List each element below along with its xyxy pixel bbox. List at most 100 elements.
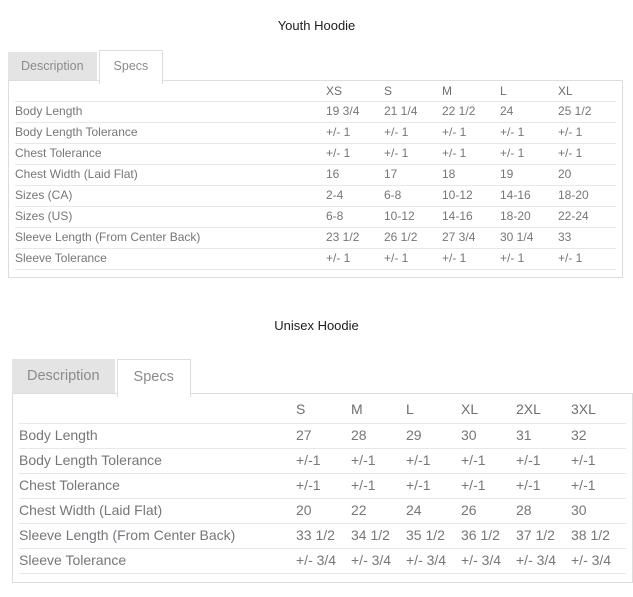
column-header-3xl: 3XL (571, 394, 626, 424)
spec-cell: +/- 1 (384, 248, 442, 270)
spec-cell: 24 (406, 498, 461, 524)
spec-cell: 21 1/4 (384, 101, 442, 123)
spec-cell: 37 1/2 (516, 523, 571, 549)
spec-cell: +/-1 (351, 448, 406, 474)
specs-panel: XS S M L XL Body Length 19 3/4 21 1/4 22 1/2 24 2… (8, 80, 623, 278)
spec-row: Sizes (US) 6-8 10-12 14-16 18-20 22-24 (15, 206, 616, 228)
spec-row-label: Sleeve Tolerance (15, 248, 326, 270)
section-youth-hoodie: Youth Hoodie Description Specs XS S M L XL Bo… (0, 19, 633, 278)
spec-row-label: Sizes (US) (15, 206, 326, 228)
spec-cell: +/- 1 (442, 248, 500, 270)
spec-cell: 22-24 (558, 206, 616, 228)
table-head: XS S M L XL (15, 81, 616, 102)
spec-cell: +/- 1 (326, 143, 384, 165)
spec-cell: +/- 1 (500, 248, 558, 270)
column-header-2xl: 2XL (516, 394, 571, 424)
spec-cell: +/- 3/4 (406, 548, 461, 574)
spec-cell: 38 1/2 (571, 523, 626, 549)
spec-cell: 2-4 (326, 185, 384, 207)
spec-cell: 22 1/2 (442, 101, 500, 123)
spec-row: Chest Width (Laid Flat) 20 22 24 26 28 30 (19, 498, 626, 524)
spec-cell: 26 1/2 (384, 227, 442, 249)
spec-cell: 30 (461, 423, 516, 449)
section-title: Youth Hoodie (277, 18, 356, 33)
spec-row: Body Length 27 28 29 30 31 32 (19, 423, 626, 449)
spec-row-label: Body Length (15, 101, 326, 123)
spec-cell: 36 1/2 (461, 523, 516, 549)
spec-cell: 16 (326, 164, 384, 186)
section-title: Unisex Hoodie (274, 318, 359, 333)
spec-row: Chest Tolerance +/- 1 +/- 1 +/- 1 +/- 1 +/- 1 (15, 143, 616, 165)
table-body: Body Length 27 28 29 30 31 32 Body Length Toler… (19, 423, 626, 574)
spec-cell: +/-1 (406, 473, 461, 499)
tab-specs[interactable]: Specs (98, 50, 164, 84)
spec-cell: 28 (516, 498, 571, 524)
spec-cell: 30 1/4 (500, 227, 558, 249)
spec-cell: 18-20 (558, 185, 616, 207)
spec-cell: 6-8 (326, 206, 384, 228)
spec-cell: +/-1 (461, 473, 516, 499)
spec-cell: 27 3/4 (442, 227, 500, 249)
spec-cell: 32 (571, 423, 626, 449)
spec-cell: 25 1/2 (558, 101, 616, 123)
header-row: XS S M L XL (15, 81, 616, 102)
spec-row-label: Chest Tolerance (15, 143, 326, 165)
spec-row: Sleeve Tolerance +/- 1 +/- 1 +/- 1 +/- 1 +/- … (15, 248, 616, 270)
tab-specs[interactable]: Specs (116, 359, 191, 397)
specs-table: XS S M L XL Body Length 19 3/4 21 1/4 22 1/2 24 2… (15, 81, 616, 270)
column-header-s: S (384, 81, 442, 102)
spec-row: Sizes (CA) 2-4 6-8 10-12 14-16 18-20 (15, 185, 616, 207)
spec-cell: +/- 1 (558, 143, 616, 165)
spec-cell: 30 (571, 498, 626, 524)
spec-cell: 35 1/2 (406, 523, 461, 549)
spec-cell: +/-1 (461, 448, 516, 474)
column-header-m: M (351, 394, 406, 424)
header-row: S M L XL 2XL 3XL (19, 394, 626, 424)
spec-row-label: Body Length Tolerance (15, 122, 326, 144)
spec-row-label: Sleeve Length (From Center Back) (15, 227, 326, 249)
table-head: S M L XL 2XL 3XL (19, 394, 626, 424)
spec-cell: +/- 3/4 (516, 548, 571, 574)
spec-cell: +/- 3/4 (571, 548, 626, 574)
spec-cell: 29 (406, 423, 461, 449)
tab-description[interactable]: Description (12, 359, 115, 393)
spec-cell: +/- 1 (558, 248, 616, 270)
spec-cell: +/- 1 (558, 122, 616, 144)
table-body: Body Length 19 3/4 21 1/4 22 1/2 24 25 1/2 Bod… (15, 101, 616, 270)
spec-row: Sleeve Length (From Center Back) 33 1/2 34… (19, 523, 626, 549)
spec-cell: 28 (351, 423, 406, 449)
column-header-xl: XL (461, 394, 516, 424)
column-header-l: L (406, 394, 461, 424)
spec-row: Body Length Tolerance +/-1 +/-1 +/-1 +/-1 +/-… (19, 448, 626, 474)
spec-row-label: Chest Tolerance (19, 473, 296, 499)
spec-cell: 24 (500, 101, 558, 123)
spec-cell: 18-20 (500, 206, 558, 228)
tab-description[interactable]: Description (8, 52, 97, 80)
spec-cell: +/- 1 (442, 122, 500, 144)
spec-row-label: Sleeve Tolerance (19, 548, 296, 574)
header-spacer (15, 81, 326, 102)
spec-cell: +/- 1 (384, 122, 442, 144)
spec-cell: +/-1 (571, 448, 626, 474)
spec-row-label: Body Length Tolerance (19, 448, 296, 474)
specs-panel: S M L XL 2XL 3XL Body Length 27 28 29 30 31 32 Body … (12, 393, 633, 583)
spec-row-label: Chest Width (Laid Flat) (15, 164, 326, 186)
spec-cell: +/-1 (296, 448, 351, 474)
spec-row: Chest Tolerance +/-1 +/-1 +/-1 +/-1 +/-1 +/-1 (19, 473, 626, 499)
spec-cell: +/- 3/4 (351, 548, 406, 574)
spec-cell: 18 (442, 164, 500, 186)
spec-cell: 34 1/2 (351, 523, 406, 549)
spec-row: Body Length Tolerance +/- 1 +/- 1 +/- 1 +/- … (15, 122, 616, 144)
spec-cell: 14-16 (500, 185, 558, 207)
spec-cell: 26 (461, 498, 516, 524)
spec-cell: 27 (296, 423, 351, 449)
spec-cell: 6-8 (384, 185, 442, 207)
column-header-xs: XS (326, 81, 384, 102)
spec-cell: +/- 3/4 (296, 548, 351, 574)
spec-cell: 19 (500, 164, 558, 186)
spec-row-label: Sleeve Length (From Center Back) (19, 523, 296, 549)
spec-cell: 17 (384, 164, 442, 186)
spec-cell: 20 (296, 498, 351, 524)
spec-cell: 20 (558, 164, 616, 186)
spec-cell: 31 (516, 423, 571, 449)
